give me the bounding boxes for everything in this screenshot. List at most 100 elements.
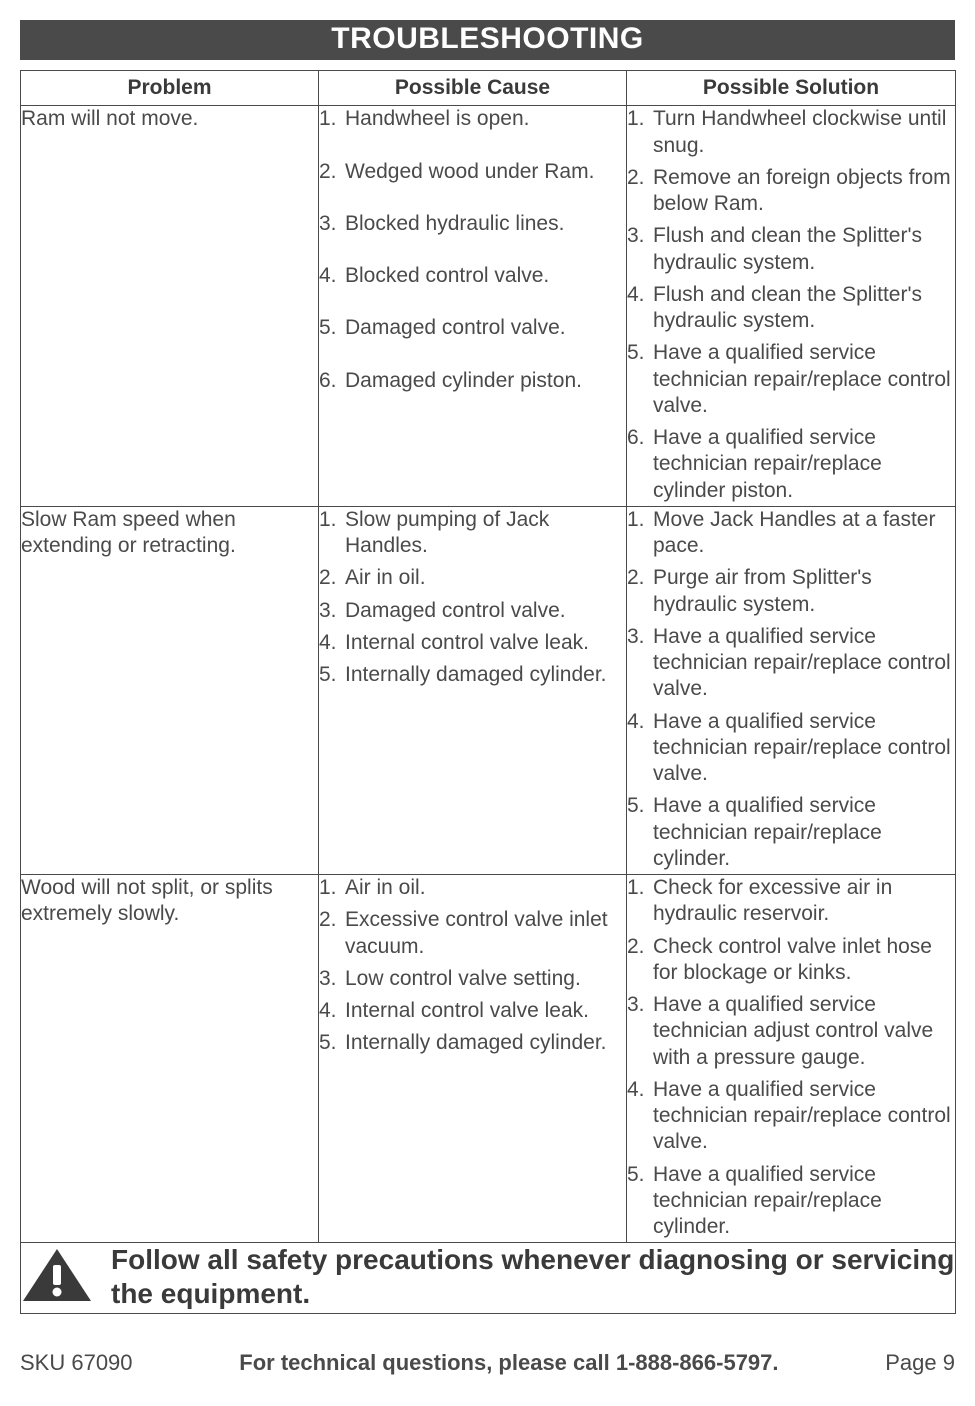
solution-item: 1.Move Jack Handles at a faster pace. bbox=[627, 507, 955, 560]
cause-item: 3.Damaged control valve. bbox=[319, 598, 626, 624]
cause-item: 1.Air in oil. bbox=[319, 875, 626, 901]
solution-item: 5.Have a qualified service technician re… bbox=[627, 1162, 955, 1241]
cause-number: 2. bbox=[319, 565, 345, 591]
cause-text: Wedged wood under Ram. bbox=[345, 159, 626, 185]
cause-text: Handwheel is open. bbox=[345, 106, 626, 132]
cause-number: 1. bbox=[319, 875, 345, 901]
spacer bbox=[319, 243, 626, 263]
cause-number: 3. bbox=[319, 966, 345, 992]
solution-text: Purge air from Splitter's hydraulic syst… bbox=[653, 565, 955, 618]
solution-number: 3. bbox=[627, 992, 653, 1071]
solution-item: 2.Check control valve inlet hose for blo… bbox=[627, 934, 955, 987]
solution-item: 3.Have a qualified service technician ad… bbox=[627, 992, 955, 1071]
solution-number: 1. bbox=[627, 875, 653, 928]
solution-number: 4. bbox=[627, 282, 653, 335]
solution-number: 1. bbox=[627, 106, 653, 159]
solution-item: 6.Have a qualified service technician re… bbox=[627, 425, 955, 504]
solution-item: 3.Flush and clean the Splitter's hydraul… bbox=[627, 223, 955, 276]
warning-row: Follow all safety precautions whenever d… bbox=[21, 1243, 956, 1313]
header-solution: Possible Solution bbox=[627, 71, 956, 106]
warning-inner: Follow all safety precautions whenever d… bbox=[21, 1243, 955, 1312]
header-problem: Problem bbox=[21, 71, 319, 106]
problem-cell: Wood will not split, or splits extremely… bbox=[21, 875, 319, 1243]
cause-text: Damaged control valve. bbox=[345, 315, 626, 341]
cause-item: 5.Internally damaged cylinder. bbox=[319, 662, 626, 688]
page-title-bar: TROUBLESHOOTING bbox=[20, 20, 955, 60]
cause-item: 3.Blocked hydraulic lines. bbox=[319, 211, 626, 237]
solution-item: 1.Turn Handwheel clockwise until snug. bbox=[627, 106, 955, 159]
cause-item: 4.Blocked control valve. bbox=[319, 263, 626, 289]
cause-text: Damaged control valve. bbox=[345, 598, 626, 624]
cause-item: 2.Wedged wood under Ram. bbox=[319, 159, 626, 185]
cause-text: Blocked control valve. bbox=[345, 263, 626, 289]
footer-call: For technical questions, please call 1-8… bbox=[239, 1350, 778, 1376]
cause-text: Internally damaged cylinder. bbox=[345, 662, 626, 688]
solution-number: 2. bbox=[627, 565, 653, 618]
cause-number: 2. bbox=[319, 159, 345, 185]
cause-item: 1.Handwheel is open. bbox=[319, 106, 626, 132]
cause-number: 4. bbox=[319, 998, 345, 1024]
cause-item: 2.Air in oil. bbox=[319, 565, 626, 591]
solution-item: 4.Flush and clean the Splitter's hydraul… bbox=[627, 282, 955, 335]
table-row: Ram will not move.1.Handwheel is open.2.… bbox=[21, 106, 956, 507]
cause-item: 6.Damaged cylinder piston. bbox=[319, 368, 626, 394]
solution-number: 5. bbox=[627, 1162, 653, 1241]
cause-text: Internally damaged cylinder. bbox=[345, 1030, 626, 1056]
cause-text: Blocked hydraulic lines. bbox=[345, 211, 626, 237]
solution-text: Remove an foreign objects from below Ram… bbox=[653, 165, 955, 218]
cause-text: Air in oil. bbox=[345, 875, 626, 901]
cause-number: 4. bbox=[319, 630, 345, 656]
cause-cell: 1.Air in oil.2.Excessive control valve i… bbox=[319, 875, 627, 1243]
cause-text: Damaged cylinder piston. bbox=[345, 368, 626, 394]
solution-number: 2. bbox=[627, 934, 653, 987]
cause-number: 3. bbox=[319, 598, 345, 624]
cause-cell: 1.Handwheel is open. 2.Wedged wood under … bbox=[319, 106, 627, 507]
warning-text: Follow all safety precautions whenever d… bbox=[111, 1243, 955, 1310]
cause-number: 5. bbox=[319, 1030, 345, 1056]
solution-text: Flush and clean the Splitter's hydraulic… bbox=[653, 282, 955, 335]
cause-text: Internal control valve leak. bbox=[345, 630, 626, 656]
footer-sku: SKU 67090 bbox=[20, 1350, 133, 1376]
table-body: Ram will not move.1.Handwheel is open.2.… bbox=[21, 106, 956, 1313]
warning-cell: Follow all safety precautions whenever d… bbox=[21, 1243, 956, 1313]
solution-number: 2. bbox=[627, 165, 653, 218]
solution-cell: 1.Check for excessive air in hydraulic r… bbox=[627, 875, 956, 1243]
cause-number: 2. bbox=[319, 907, 345, 960]
cause-item: 4.Internal control valve leak. bbox=[319, 630, 626, 656]
solution-text: Have a qualified service technician repa… bbox=[653, 425, 955, 504]
table-header-row: Problem Possible Cause Possible Solution bbox=[21, 71, 956, 106]
spacer bbox=[319, 348, 626, 368]
spacer bbox=[319, 139, 626, 159]
cause-number: 5. bbox=[319, 662, 345, 688]
solution-number: 6. bbox=[627, 425, 653, 504]
solution-number: 3. bbox=[627, 624, 653, 703]
cause-text: Slow pumping of Jack Handles. bbox=[345, 507, 626, 560]
solution-text: Check for excessive air in hydraulic res… bbox=[653, 875, 955, 928]
troubleshooting-table: Problem Possible Cause Possible Solution… bbox=[20, 70, 956, 1314]
solution-item: 5.Have a qualified service technician re… bbox=[627, 340, 955, 419]
cause-text: Internal control valve leak. bbox=[345, 998, 626, 1024]
page-title: TROUBLESHOOTING bbox=[331, 22, 644, 55]
solution-text: Flush and clean the Splitter's hydraulic… bbox=[653, 223, 955, 276]
solution-number: 1. bbox=[627, 507, 653, 560]
cause-number: 6. bbox=[319, 368, 345, 394]
solution-text: Have a qualified service technician repa… bbox=[653, 1077, 955, 1156]
solution-text: Have a qualified service technician repa… bbox=[653, 709, 955, 788]
solution-text: Have a qualified service technician repa… bbox=[653, 793, 955, 872]
spacer bbox=[319, 295, 626, 315]
solution-number: 5. bbox=[627, 793, 653, 872]
solution-item: 1.Check for excessive air in hydraulic r… bbox=[627, 875, 955, 928]
page-footer: SKU 67090 For technical questions, pleas… bbox=[20, 1350, 955, 1376]
cause-number: 5. bbox=[319, 315, 345, 341]
header-cause: Possible Cause bbox=[319, 71, 627, 106]
footer-page: Page 9 bbox=[885, 1350, 955, 1376]
solution-cell: 1.Turn Handwheel clockwise until snug. 2.… bbox=[627, 106, 956, 507]
problem-cell: Ram will not move. bbox=[21, 106, 319, 507]
solution-number: 4. bbox=[627, 709, 653, 788]
solution-text: Move Jack Handles at a faster pace. bbox=[653, 507, 955, 560]
solution-item: 2.Purge air from Splitter's hydraulic sy… bbox=[627, 565, 955, 618]
cause-cell: 1.Slow pumping of Jack Handles.2.Air in … bbox=[319, 506, 627, 874]
cause-text: Low control valve setting. bbox=[345, 966, 626, 992]
problem-cell: Slow Ram speed when extending or retract… bbox=[21, 506, 319, 874]
solution-number: 5. bbox=[627, 340, 653, 419]
